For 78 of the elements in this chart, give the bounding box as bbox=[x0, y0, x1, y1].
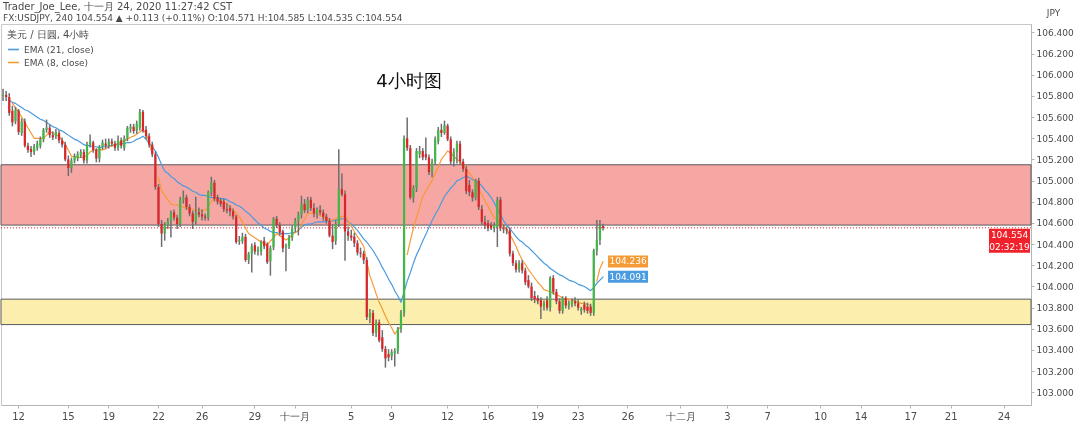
y-tick-label: 105.600 bbox=[1036, 112, 1074, 123]
x-tick-label: 23 bbox=[571, 410, 585, 422]
y-tick-label: 104.400 bbox=[1036, 239, 1074, 250]
legend-label: EMA (8, close) bbox=[24, 57, 89, 68]
candlestick bbox=[250, 243, 253, 273]
candlestick bbox=[474, 178, 477, 201]
x-tick-label: 9 bbox=[388, 410, 395, 422]
y-tick-label: 103.800 bbox=[1036, 303, 1074, 314]
y-tick-label: 105.200 bbox=[1036, 154, 1074, 165]
data-label: 104.091 bbox=[609, 271, 647, 282]
y-tick-label: 103.000 bbox=[1036, 387, 1074, 398]
candlestick bbox=[387, 349, 390, 362]
candlestick bbox=[561, 296, 564, 314]
y-tick-label: 103.400 bbox=[1036, 345, 1074, 356]
y-tick-label: 106.400 bbox=[1036, 27, 1074, 38]
candlestick bbox=[241, 232, 244, 244]
y-tick-label: 104.600 bbox=[1036, 218, 1074, 229]
x-tick-label: 3 bbox=[724, 410, 731, 422]
x-tick-label: 26 bbox=[195, 410, 209, 422]
x-tick-label: 17 bbox=[904, 410, 918, 422]
x-tick-label: 7 bbox=[764, 410, 771, 422]
candlestick bbox=[70, 157, 73, 173]
data-label: 104.236 bbox=[609, 256, 647, 267]
candlestick bbox=[1, 88, 5, 101]
y-tick-label: 104.000 bbox=[1036, 281, 1074, 292]
candlestick bbox=[191, 210, 194, 230]
x-tick-label: 十一月 bbox=[280, 410, 311, 422]
candlestick bbox=[98, 144, 101, 163]
y-tick-label: 103.200 bbox=[1036, 366, 1074, 377]
x-tick-label: 29 bbox=[248, 410, 262, 422]
candlestick bbox=[443, 120, 446, 135]
y-tick-label: 103.600 bbox=[1036, 324, 1074, 335]
text: 4小时图 bbox=[376, 70, 442, 91]
y-tick-label: 104.200 bbox=[1036, 260, 1074, 271]
x-tick-label: 十二月 bbox=[665, 410, 696, 422]
x-tick-label: 5 bbox=[348, 410, 355, 422]
x-tick-label: 19 bbox=[102, 410, 116, 422]
candlestick bbox=[583, 301, 586, 313]
candlestick bbox=[194, 196, 197, 225]
x-tick-label: 12 bbox=[441, 410, 454, 422]
x-tick-label: 24 bbox=[997, 410, 1011, 422]
x-tick-label: 16 bbox=[481, 410, 495, 422]
y-tick-label: 105.400 bbox=[1036, 133, 1074, 144]
legend-label: EMA (21, close) bbox=[24, 44, 94, 55]
candlestick bbox=[17, 108, 20, 135]
candlestick bbox=[225, 203, 228, 214]
candlestick bbox=[589, 303, 592, 316]
candlestick bbox=[577, 299, 580, 311]
x-tick-label: 19 bbox=[531, 410, 545, 422]
text: FX:USDJPY, 240 104.554 ▲ +0.113 (+0.11%) O:104.571 H:104.585 L:104.535 C:104.554 bbox=[3, 13, 403, 23]
y-tick-label: 104.800 bbox=[1036, 197, 1074, 208]
candlestick bbox=[238, 235, 241, 245]
y-tick-label: 105.800 bbox=[1036, 91, 1074, 102]
candlestick bbox=[20, 118, 23, 136]
candlestick bbox=[213, 179, 216, 202]
text: Trader_Joe_Lee, 十一月 24, 2020 11:27:42 CST bbox=[2, 1, 234, 13]
x-tick-label: 26 bbox=[621, 410, 635, 422]
candlestick bbox=[303, 198, 306, 214]
x-tick-label: 12 bbox=[12, 410, 25, 422]
line-series bbox=[8, 99, 604, 303]
ref-line-label: 104.554 bbox=[990, 229, 1029, 240]
y-tick-label: 106.200 bbox=[1036, 49, 1074, 60]
annotation: 02:32:19 bbox=[989, 241, 1030, 252]
legend-title: 美元 / 日圓, 4小時 bbox=[7, 29, 90, 40]
x-tick-label: 22 bbox=[152, 410, 165, 422]
candlestick bbox=[244, 233, 247, 262]
y-axis-title: JPY bbox=[1045, 7, 1061, 18]
candlestick bbox=[567, 300, 570, 310]
x-tick-label: 14 bbox=[854, 410, 868, 422]
candlestick bbox=[586, 302, 589, 314]
x-tick-label: 21 bbox=[944, 410, 958, 422]
y-tick-label: 106.000 bbox=[1036, 70, 1074, 81]
x-tick-label: 15 bbox=[61, 410, 75, 422]
x-tick-label: 10 bbox=[814, 410, 828, 422]
candlestick bbox=[539, 297, 542, 319]
candlestick bbox=[440, 123, 443, 137]
candlestick bbox=[163, 222, 166, 241]
y-tick-label: 105.000 bbox=[1036, 176, 1074, 187]
